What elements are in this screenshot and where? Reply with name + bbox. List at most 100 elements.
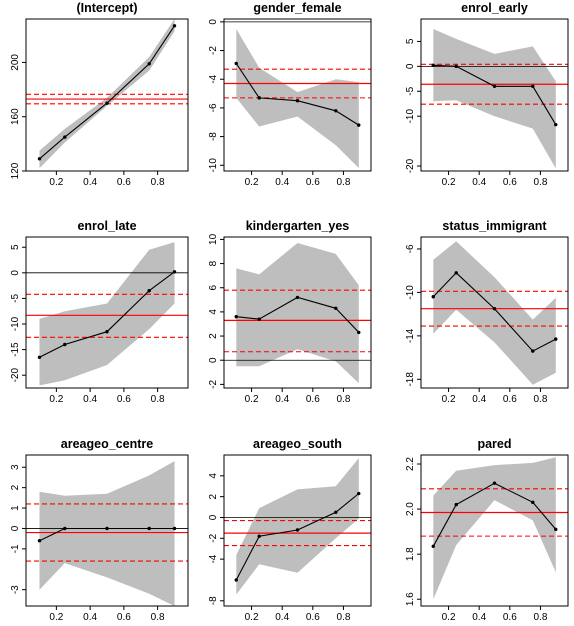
y-tick-label: -3 bbox=[10, 585, 21, 594]
y-tick-label: -14 bbox=[405, 328, 416, 343]
plot-area bbox=[26, 461, 188, 606]
x-tick-label: 0.8 bbox=[336, 177, 350, 188]
quantile-point bbox=[172, 526, 177, 531]
quantile-point bbox=[105, 101, 109, 105]
quantile-point bbox=[492, 306, 497, 311]
plot-area bbox=[26, 19, 188, 169]
y-tick-label: 8 bbox=[208, 260, 219, 266]
x-tick-label: 0.2 bbox=[245, 612, 259, 623]
y-tick-label: -2 bbox=[208, 533, 219, 542]
panel-title: gender_female bbox=[253, 1, 341, 15]
x-tick-label: 0.4 bbox=[275, 612, 289, 623]
quantile-point bbox=[295, 99, 300, 103]
y-tick-label: -2 bbox=[208, 46, 219, 55]
panel-frame bbox=[223, 18, 372, 172]
quantile-point bbox=[492, 481, 497, 485]
panel-enrol-late: enrol_late 0.2 0.4 0.6 0.8 -20 -15 -10 -5 0 5 bbox=[10, 219, 189, 405]
y-tick-label: 3 bbox=[10, 464, 21, 470]
x-tick-label: 0.2 bbox=[49, 612, 63, 623]
y-tick-label: 1.6 bbox=[405, 592, 416, 606]
x-tick-label: 0.6 bbox=[306, 177, 320, 188]
y-tick-label: -8 bbox=[208, 596, 219, 605]
y-tick-label: 2 bbox=[208, 333, 219, 339]
x-tick-label: 0.2 bbox=[245, 177, 259, 188]
panel-intercept: (Intercept) 0.2 0.4 0.6 0.8 120 160 200 bbox=[10, 1, 189, 188]
y-tick-label: 4 bbox=[208, 473, 219, 479]
plot-area bbox=[421, 457, 568, 600]
confidence-band bbox=[236, 458, 359, 595]
y-tick-label: 2 bbox=[208, 493, 219, 499]
panel-status-immigrant: status_immigrant 0.2 0.4 0.6 0.8 -18 -14 -10 -6 bbox=[405, 219, 569, 405]
plot-area bbox=[421, 241, 568, 385]
quantile-point bbox=[334, 306, 338, 310]
quantile-point bbox=[334, 510, 338, 514]
x-tick-label: 0.8 bbox=[533, 612, 547, 623]
quantile-point bbox=[334, 109, 338, 113]
y-tick-label: -10 bbox=[10, 316, 21, 331]
panel-title: status_immigrant bbox=[442, 219, 547, 233]
panel-title: pared bbox=[477, 437, 511, 451]
panel-gender-female: gender_female 0.2 0.4 0.6 0.8 -10 -8 -6 -4 -2 0 bbox=[208, 1, 372, 188]
confidence-band bbox=[39, 19, 175, 169]
plot-area bbox=[224, 458, 371, 595]
panel-frame bbox=[223, 454, 372, 607]
quantile-point bbox=[531, 349, 535, 353]
y-tick-label: 1.8 bbox=[405, 547, 416, 561]
quantile-point bbox=[554, 337, 558, 341]
x-tick-label: 0.4 bbox=[472, 177, 486, 188]
x-tick-label: 0.4 bbox=[83, 177, 97, 188]
y-tick-label: 0 bbox=[208, 357, 219, 363]
panel-frame bbox=[420, 454, 569, 607]
x-tick-label: 0.2 bbox=[245, 394, 259, 405]
quantile-point bbox=[63, 526, 67, 531]
quantile-point bbox=[234, 578, 238, 582]
x-tick-label: 0.2 bbox=[442, 177, 456, 188]
y-tick-label: 2.2 bbox=[405, 457, 416, 471]
confidence-band bbox=[433, 29, 556, 169]
quantile-point bbox=[357, 123, 361, 127]
y-tick-label: -15 bbox=[10, 342, 21, 357]
panel-title: (Intercept) bbox=[76, 1, 137, 15]
x-tick-label: 0.6 bbox=[117, 394, 131, 405]
quantile-point bbox=[257, 317, 261, 321]
quantile-point bbox=[234, 315, 238, 319]
x-tick-label: 0.8 bbox=[151, 394, 165, 405]
panel-frame bbox=[25, 236, 189, 389]
quantile-point bbox=[492, 84, 497, 88]
y-tick-label: 0 bbox=[208, 19, 219, 25]
y-tick-label: -5 bbox=[405, 86, 416, 95]
panel-title: enrol_early bbox=[461, 1, 528, 15]
y-tick-label: 0 bbox=[10, 525, 21, 531]
x-tick-label: 0.4 bbox=[472, 612, 486, 623]
x-tick-label: 0.8 bbox=[336, 612, 350, 623]
quantile-point bbox=[105, 526, 109, 531]
quantile-point bbox=[257, 534, 261, 538]
quantile-point bbox=[357, 491, 361, 496]
quantile-point bbox=[431, 295, 435, 299]
quantile-point bbox=[147, 62, 151, 66]
quantile-point bbox=[172, 270, 177, 274]
y-tick-label: -6 bbox=[208, 103, 219, 112]
quantile-point bbox=[234, 61, 238, 66]
y-tick-label: 6 bbox=[208, 284, 219, 290]
x-tick-label: 0.6 bbox=[503, 394, 517, 405]
panel-title: areageo_south bbox=[253, 437, 342, 451]
y-tick-label: -6 bbox=[405, 244, 416, 253]
plot-area bbox=[421, 29, 568, 169]
x-tick-label: 0.8 bbox=[533, 177, 547, 188]
panel-kindergarten-yes: kindergarten_yes 0.2 0.4 0.6 0.8 -2 0 2 4 6 8 10 bbox=[208, 219, 372, 405]
x-tick-label: 0.2 bbox=[49, 177, 63, 188]
quantile-point bbox=[531, 84, 535, 88]
quantile-point bbox=[554, 122, 558, 127]
y-tick-label: -8 bbox=[208, 132, 219, 141]
panel-pared: pared 0.2 0.4 0.6 0.8 1.6 1.8 2.0 2.2 bbox=[405, 437, 569, 623]
x-tick-label: 0.8 bbox=[151, 177, 165, 188]
y-tick-label: 2.0 bbox=[405, 502, 416, 516]
x-tick-label: 0.8 bbox=[533, 394, 547, 405]
x-tick-label: 0.4 bbox=[472, 394, 486, 405]
panel-title: enrol_late bbox=[77, 219, 136, 233]
y-tick-label: 2 bbox=[10, 484, 21, 490]
panel-frame bbox=[420, 236, 569, 389]
quantile-point bbox=[147, 526, 151, 531]
